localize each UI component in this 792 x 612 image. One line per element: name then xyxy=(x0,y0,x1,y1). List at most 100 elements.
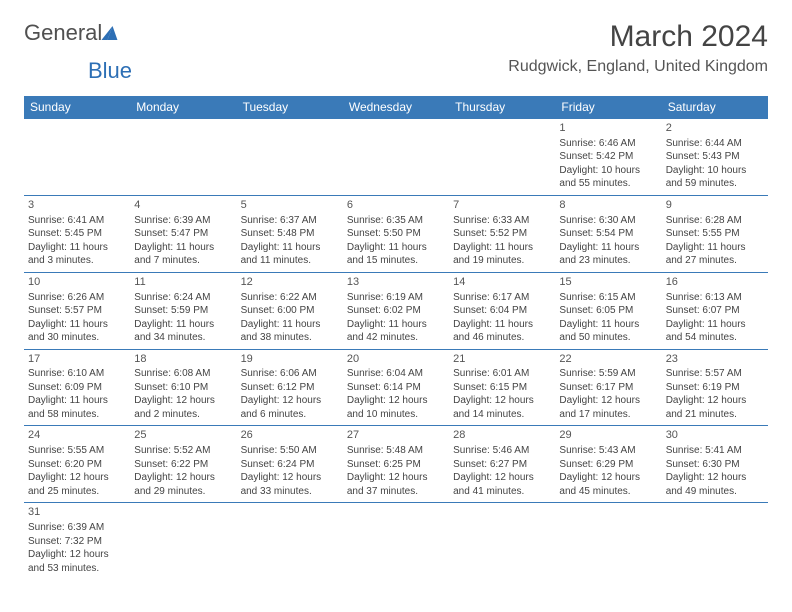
calendar-day-cell: 27Sunrise: 5:48 AMSunset: 6:25 PMDayligh… xyxy=(343,426,449,503)
day-number: 2 xyxy=(666,121,764,136)
cell-sunrise: Sunrise: 6:44 AM xyxy=(666,137,764,151)
cell-sunrise: Sunrise: 6:28 AM xyxy=(666,214,764,228)
cell-daylight2: and 10 minutes. xyxy=(347,408,445,422)
cell-sunrise: Sunrise: 5:59 AM xyxy=(559,367,657,381)
calendar-day-cell: 18Sunrise: 6:08 AMSunset: 6:10 PMDayligh… xyxy=(130,349,236,426)
cell-sunset: Sunset: 6:19 PM xyxy=(666,381,764,395)
cell-daylight2: and 54 minutes. xyxy=(666,331,764,345)
cell-sunrise: Sunrise: 6:15 AM xyxy=(559,291,657,305)
weekday-header: Tuesday xyxy=(237,96,343,119)
calendar-day-cell: 5Sunrise: 6:37 AMSunset: 5:48 PMDaylight… xyxy=(237,195,343,272)
cell-daylight1: Daylight: 12 hours xyxy=(347,394,445,408)
cell-daylight1: Daylight: 12 hours xyxy=(666,471,764,485)
cell-daylight2: and 3 minutes. xyxy=(28,254,126,268)
calendar-body: 1Sunrise: 6:46 AMSunset: 5:42 PMDaylight… xyxy=(24,119,768,580)
calendar-day-cell: 21Sunrise: 6:01 AMSunset: 6:15 PMDayligh… xyxy=(449,349,555,426)
day-number: 26 xyxy=(241,428,339,443)
cell-daylight1: Daylight: 12 hours xyxy=(134,394,232,408)
calendar-day-cell: 1Sunrise: 6:46 AMSunset: 5:42 PMDaylight… xyxy=(555,119,661,196)
calendar-week-row: 3Sunrise: 6:41 AMSunset: 5:45 PMDaylight… xyxy=(24,195,768,272)
calendar-day-cell xyxy=(662,503,768,579)
cell-sunrise: Sunrise: 5:43 AM xyxy=(559,444,657,458)
cell-sunrise: Sunrise: 6:13 AM xyxy=(666,291,764,305)
cell-sunset: Sunset: 6:25 PM xyxy=(347,458,445,472)
cell-daylight1: Daylight: 12 hours xyxy=(666,394,764,408)
cell-daylight1: Daylight: 10 hours xyxy=(666,164,764,178)
day-number: 14 xyxy=(453,275,551,290)
cell-sunset: Sunset: 6:10 PM xyxy=(134,381,232,395)
calendar-day-cell: 17Sunrise: 6:10 AMSunset: 6:09 PMDayligh… xyxy=(24,349,130,426)
cell-daylight2: and 29 minutes. xyxy=(134,485,232,499)
calendar-day-cell: 19Sunrise: 6:06 AMSunset: 6:12 PMDayligh… xyxy=(237,349,343,426)
calendar-day-cell: 25Sunrise: 5:52 AMSunset: 6:22 PMDayligh… xyxy=(130,426,236,503)
weekday-header: Monday xyxy=(130,96,236,119)
cell-daylight2: and 41 minutes. xyxy=(453,485,551,499)
cell-daylight2: and 21 minutes. xyxy=(666,408,764,422)
weekday-header: Sunday xyxy=(24,96,130,119)
calendar-day-cell xyxy=(24,119,130,196)
cell-sunset: Sunset: 5:59 PM xyxy=(134,304,232,318)
cell-sunset: Sunset: 5:50 PM xyxy=(347,227,445,241)
calendar-header-row: SundayMondayTuesdayWednesdayThursdayFrid… xyxy=(24,96,768,119)
cell-daylight1: Daylight: 12 hours xyxy=(241,394,339,408)
cell-sunset: Sunset: 6:02 PM xyxy=(347,304,445,318)
cell-sunset: Sunset: 5:48 PM xyxy=(241,227,339,241)
cell-daylight1: Daylight: 11 hours xyxy=(134,241,232,255)
day-number: 23 xyxy=(666,352,764,367)
cell-daylight1: Daylight: 11 hours xyxy=(28,394,126,408)
calendar-day-cell: 9Sunrise: 6:28 AMSunset: 5:55 PMDaylight… xyxy=(662,195,768,272)
day-number: 9 xyxy=(666,198,764,213)
cell-sunset: Sunset: 5:57 PM xyxy=(28,304,126,318)
cell-daylight2: and 58 minutes. xyxy=(28,408,126,422)
cell-sunset: Sunset: 7:32 PM xyxy=(28,535,126,549)
cell-sunrise: Sunrise: 6:06 AM xyxy=(241,367,339,381)
cell-daylight1: Daylight: 11 hours xyxy=(347,241,445,255)
cell-sunset: Sunset: 6:20 PM xyxy=(28,458,126,472)
cell-daylight1: Daylight: 11 hours xyxy=(241,318,339,332)
cell-daylight1: Daylight: 12 hours xyxy=(453,394,551,408)
logo: General xyxy=(24,20,120,46)
cell-sunrise: Sunrise: 6:30 AM xyxy=(559,214,657,228)
cell-sunset: Sunset: 6:14 PM xyxy=(347,381,445,395)
cell-daylight2: and 33 minutes. xyxy=(241,485,339,499)
day-number: 27 xyxy=(347,428,445,443)
cell-sunrise: Sunrise: 6:10 AM xyxy=(28,367,126,381)
cell-daylight2: and 53 minutes. xyxy=(28,562,126,576)
day-number: 16 xyxy=(666,275,764,290)
cell-daylight1: Daylight: 12 hours xyxy=(241,471,339,485)
cell-sunset: Sunset: 5:45 PM xyxy=(28,227,126,241)
cell-daylight1: Daylight: 12 hours xyxy=(28,548,126,562)
day-number: 28 xyxy=(453,428,551,443)
day-number: 19 xyxy=(241,352,339,367)
cell-daylight1: Daylight: 11 hours xyxy=(666,241,764,255)
cell-daylight2: and 50 minutes. xyxy=(559,331,657,345)
cell-sunrise: Sunrise: 6:33 AM xyxy=(453,214,551,228)
cell-daylight2: and 19 minutes. xyxy=(453,254,551,268)
day-number: 21 xyxy=(453,352,551,367)
cell-sunrise: Sunrise: 6:35 AM xyxy=(347,214,445,228)
day-number: 31 xyxy=(28,505,126,520)
calendar-day-cell: 15Sunrise: 6:15 AMSunset: 6:05 PMDayligh… xyxy=(555,272,661,349)
cell-daylight2: and 6 minutes. xyxy=(241,408,339,422)
cell-sunset: Sunset: 6:05 PM xyxy=(559,304,657,318)
day-number: 13 xyxy=(347,275,445,290)
cell-sunset: Sunset: 6:17 PM xyxy=(559,381,657,395)
weekday-header: Thursday xyxy=(449,96,555,119)
day-number: 25 xyxy=(134,428,232,443)
cell-sunset: Sunset: 6:29 PM xyxy=(559,458,657,472)
cell-sunset: Sunset: 6:09 PM xyxy=(28,381,126,395)
cell-daylight2: and 30 minutes. xyxy=(28,331,126,345)
cell-sunset: Sunset: 5:47 PM xyxy=(134,227,232,241)
cell-daylight1: Daylight: 12 hours xyxy=(559,394,657,408)
cell-sunset: Sunset: 6:00 PM xyxy=(241,304,339,318)
day-number: 12 xyxy=(241,275,339,290)
cell-sunset: Sunset: 6:30 PM xyxy=(666,458,764,472)
day-number: 24 xyxy=(28,428,126,443)
cell-sunrise: Sunrise: 5:50 AM xyxy=(241,444,339,458)
day-number: 11 xyxy=(134,275,232,290)
calendar-day-cell: 14Sunrise: 6:17 AMSunset: 6:04 PMDayligh… xyxy=(449,272,555,349)
cell-daylight1: Daylight: 11 hours xyxy=(28,318,126,332)
calendar-table: SundayMondayTuesdayWednesdayThursdayFrid… xyxy=(24,96,768,579)
calendar-day-cell xyxy=(130,119,236,196)
calendar-day-cell: 13Sunrise: 6:19 AMSunset: 6:02 PMDayligh… xyxy=(343,272,449,349)
